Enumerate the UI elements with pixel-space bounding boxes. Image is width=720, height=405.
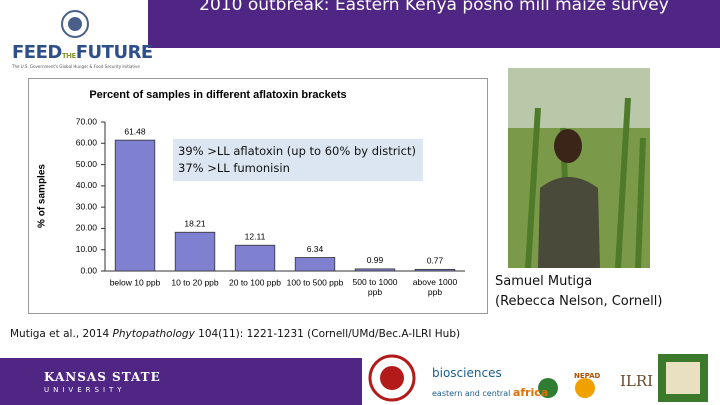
bar [354,268,396,272]
x-tick-label-line: above 1000 [413,277,458,287]
footer-band: KANSAS STATE UNIVERSITY [0,358,362,405]
seal [61,10,89,38]
y-tick-label: 50.00 [76,159,98,169]
beca-africa: africa [512,386,549,399]
logo-feed: FEED [12,42,62,63]
citation-journal: Phytopathology [112,328,195,340]
beca-sub-text: eastern and central [432,389,511,398]
header-band: 2010 outbreak: Eastern Kenya posho mill … [148,0,720,48]
photo-caption: Samuel Mutiga (Rebecca Nelson, Cornell) [495,272,662,312]
x-tick-label: 10 to 20 ppb [171,277,219,287]
x-tick-label: 500 to 1000 ppb [353,277,398,297]
ilri-label: ILRI [620,372,654,390]
bar [234,244,276,272]
nepad-label: NEPAD [574,372,601,380]
y-tick-label: 30.00 [76,201,98,211]
chart-title: Percent of samples in different aflatoxi… [89,89,346,101]
cornell-seal-center [380,366,404,390]
slide-title: 2010 outbreak: Eastern Kenya posho mill … [199,0,669,15]
bar [294,257,336,272]
value-label: 61.48 [124,126,146,136]
maize-stalks [525,97,646,268]
cornell-seal [368,354,416,402]
person-head [554,129,582,163]
bar [174,231,216,272]
au-emblem [538,378,558,398]
caption-line: (Rebecca Nelson, Cornell) [495,294,663,309]
beca-sub: eastern and central africa [432,386,548,399]
x-tick-label-line: ppb [428,287,442,297]
x-tick-label: 100 to 500 ppb [287,277,344,287]
kstate-name: KANSAS STATE [44,370,161,384]
callout-line: 39% >LL aflatoxin (up to 60% by district… [178,144,416,158]
citation-text: Mutiga et al., 2014 [10,328,113,340]
bar [414,268,456,272]
beca-name: biosciences [432,366,502,380]
right-logo-inner [666,362,700,394]
value-label: 0.99 [367,255,384,265]
partner-logos [368,354,708,402]
value-label: 12.11 [245,231,266,241]
x-tick-label: below 10 ppb [110,277,161,287]
kstate-university: UNIVERSITY [44,386,126,394]
y-tick-label: 70.00 [76,116,98,126]
y-tick-label: 10.00 [76,244,98,254]
y-tick-label: 0.00 [80,265,97,275]
x-tick-label-line: ppb [368,287,382,297]
seal-center [68,17,82,31]
y-tick-label: 60.00 [76,138,98,148]
chart: Percent of samples in different aflatoxi… [28,78,488,314]
logo-graphic [61,10,89,38]
logo-the: THE [61,52,76,60]
logo-future: FUTURE [75,42,153,63]
logo-tagline: The U.S. Government's Global Hunger & Fo… [12,64,140,69]
citation: Mutiga et al., 2014 Phytopathology 104(1… [10,328,460,340]
caption-line: Samuel Mutiga [495,274,593,289]
x-tick-label: above 1000 ppb [413,277,458,297]
logo-text: FEEDTHEFUTURE [12,42,153,63]
callout-box: 39% >LL aflatoxin (up to 60% by district… [173,139,423,181]
person-body [538,177,600,268]
citation-text: 104(11): 1221-1231 (Cornell/UMd/Bec.A-IL… [194,328,461,340]
y-tick-label: 40.00 [76,180,98,190]
value-label: 6.34 [307,244,324,254]
callout-line: 37% >LL fumonisin [178,161,290,175]
y-axis-label: % of samples [37,164,48,228]
feed-the-future-logo: FEEDTHEFUTURE The U.S. Government's Glob… [8,8,153,73]
nepad-emblem [575,378,595,398]
y-tick-label: 20.00 [76,223,98,233]
x-tick-label: 20 to 100 ppb [229,277,281,287]
value-label: 18.21 [184,218,206,228]
x-tick-label-line: 500 to 1000 [353,277,398,287]
photo [508,68,650,268]
value-label: 0.77 [427,256,444,266]
bar [114,139,156,272]
